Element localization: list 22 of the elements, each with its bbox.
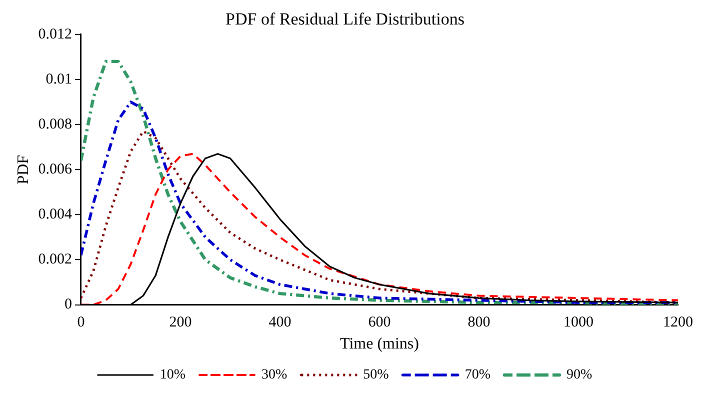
chart-title: PDF of Residual Life Distributions [226,10,464,29]
x-tick-label: 0 [77,314,85,331]
x-tick-label: 200 [169,314,192,331]
x-tick-label: 800 [468,314,490,331]
y-tick-label: 0.01 [46,71,72,88]
legend-label: 70% [464,368,491,383]
legend-label: 10% [160,368,186,383]
x-tick-label: 600 [368,314,391,331]
x-tick-label: 400 [268,314,292,331]
y-axis-title: PDF [14,154,32,184]
x-tick-label: 1000 [563,314,594,331]
legend-label: 50% [363,368,390,383]
x-axis-title: Time (mins) [340,336,419,353]
y-tick-label: 0.008 [38,116,72,132]
x-tick-label: 1200 [663,314,693,331]
y-tick-label: 0 [64,296,72,313]
y-tick-label: 0.012 [38,26,72,42]
legend-label: 30% [262,368,288,383]
y-tick-label: 0.002 [38,252,72,268]
y-tick-label: 0.004 [38,206,72,223]
y-tick-label: 0.006 [38,162,72,178]
legend-label: 90% [566,368,592,383]
